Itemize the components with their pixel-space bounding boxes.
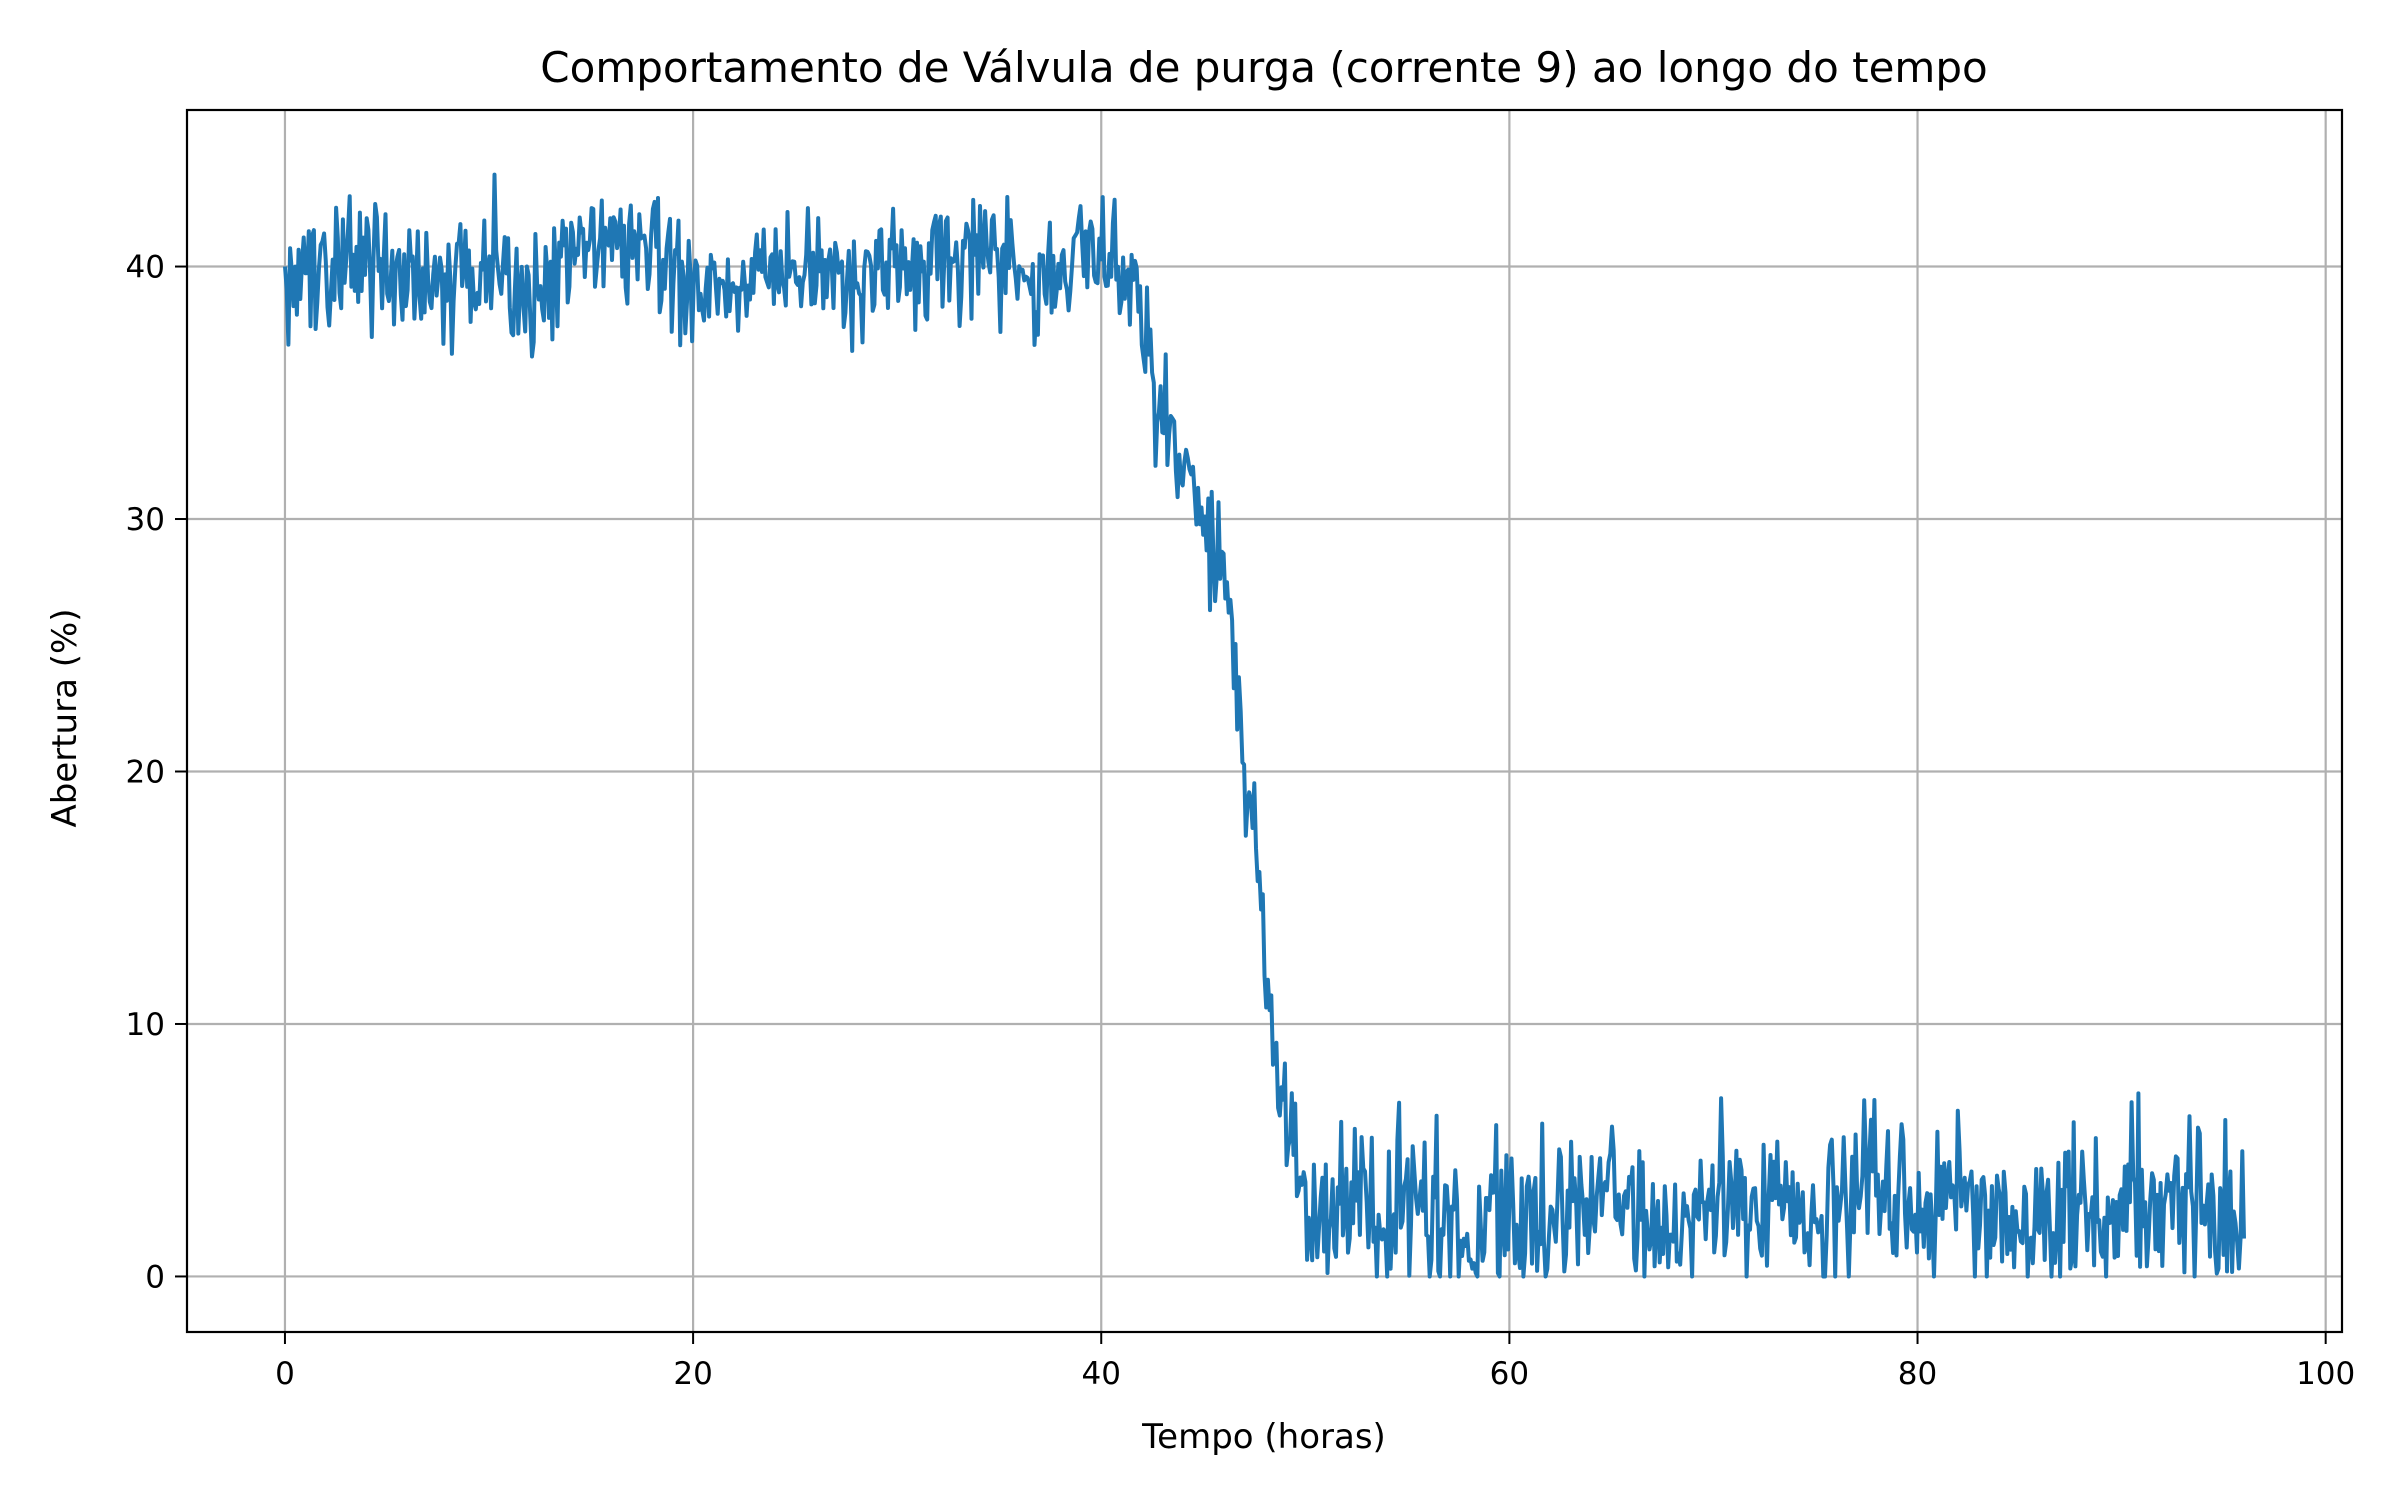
x-axis-ticks: 0 20 40 60 80 100 [275, 1332, 2355, 1392]
y-tick-label: 0 [145, 1259, 165, 1295]
y-axis-label: Abertura (%) [45, 608, 85, 827]
plot-frame [185, 108, 2344, 1334]
x-tick-label: 40 [1082, 1356, 1121, 1392]
x-tick-label: 80 [1898, 1356, 1937, 1392]
y-tick-label: 40 [126, 250, 165, 286]
y-tick-label: 30 [126, 502, 165, 538]
series-layer [283, 172, 2246, 1279]
x-tick-label: 0 [275, 1356, 295, 1392]
y-axis-ticks: 0 10 20 30 40 [126, 250, 187, 1295]
grid-lines [187, 110, 2342, 1332]
y-tick-label: 20 [126, 754, 165, 790]
x-tick-label: 60 [1490, 1356, 1529, 1392]
x-axis-label: Tempo (horas) [1141, 1417, 1386, 1457]
x-tick-label: 20 [673, 1356, 712, 1392]
series-line [283, 172, 2246, 1279]
x-tick-label: 100 [2296, 1356, 2355, 1392]
y-tick-label: 10 [126, 1007, 165, 1043]
chart-title: Comportamento de Válvula de purga (corre… [540, 43, 1987, 92]
